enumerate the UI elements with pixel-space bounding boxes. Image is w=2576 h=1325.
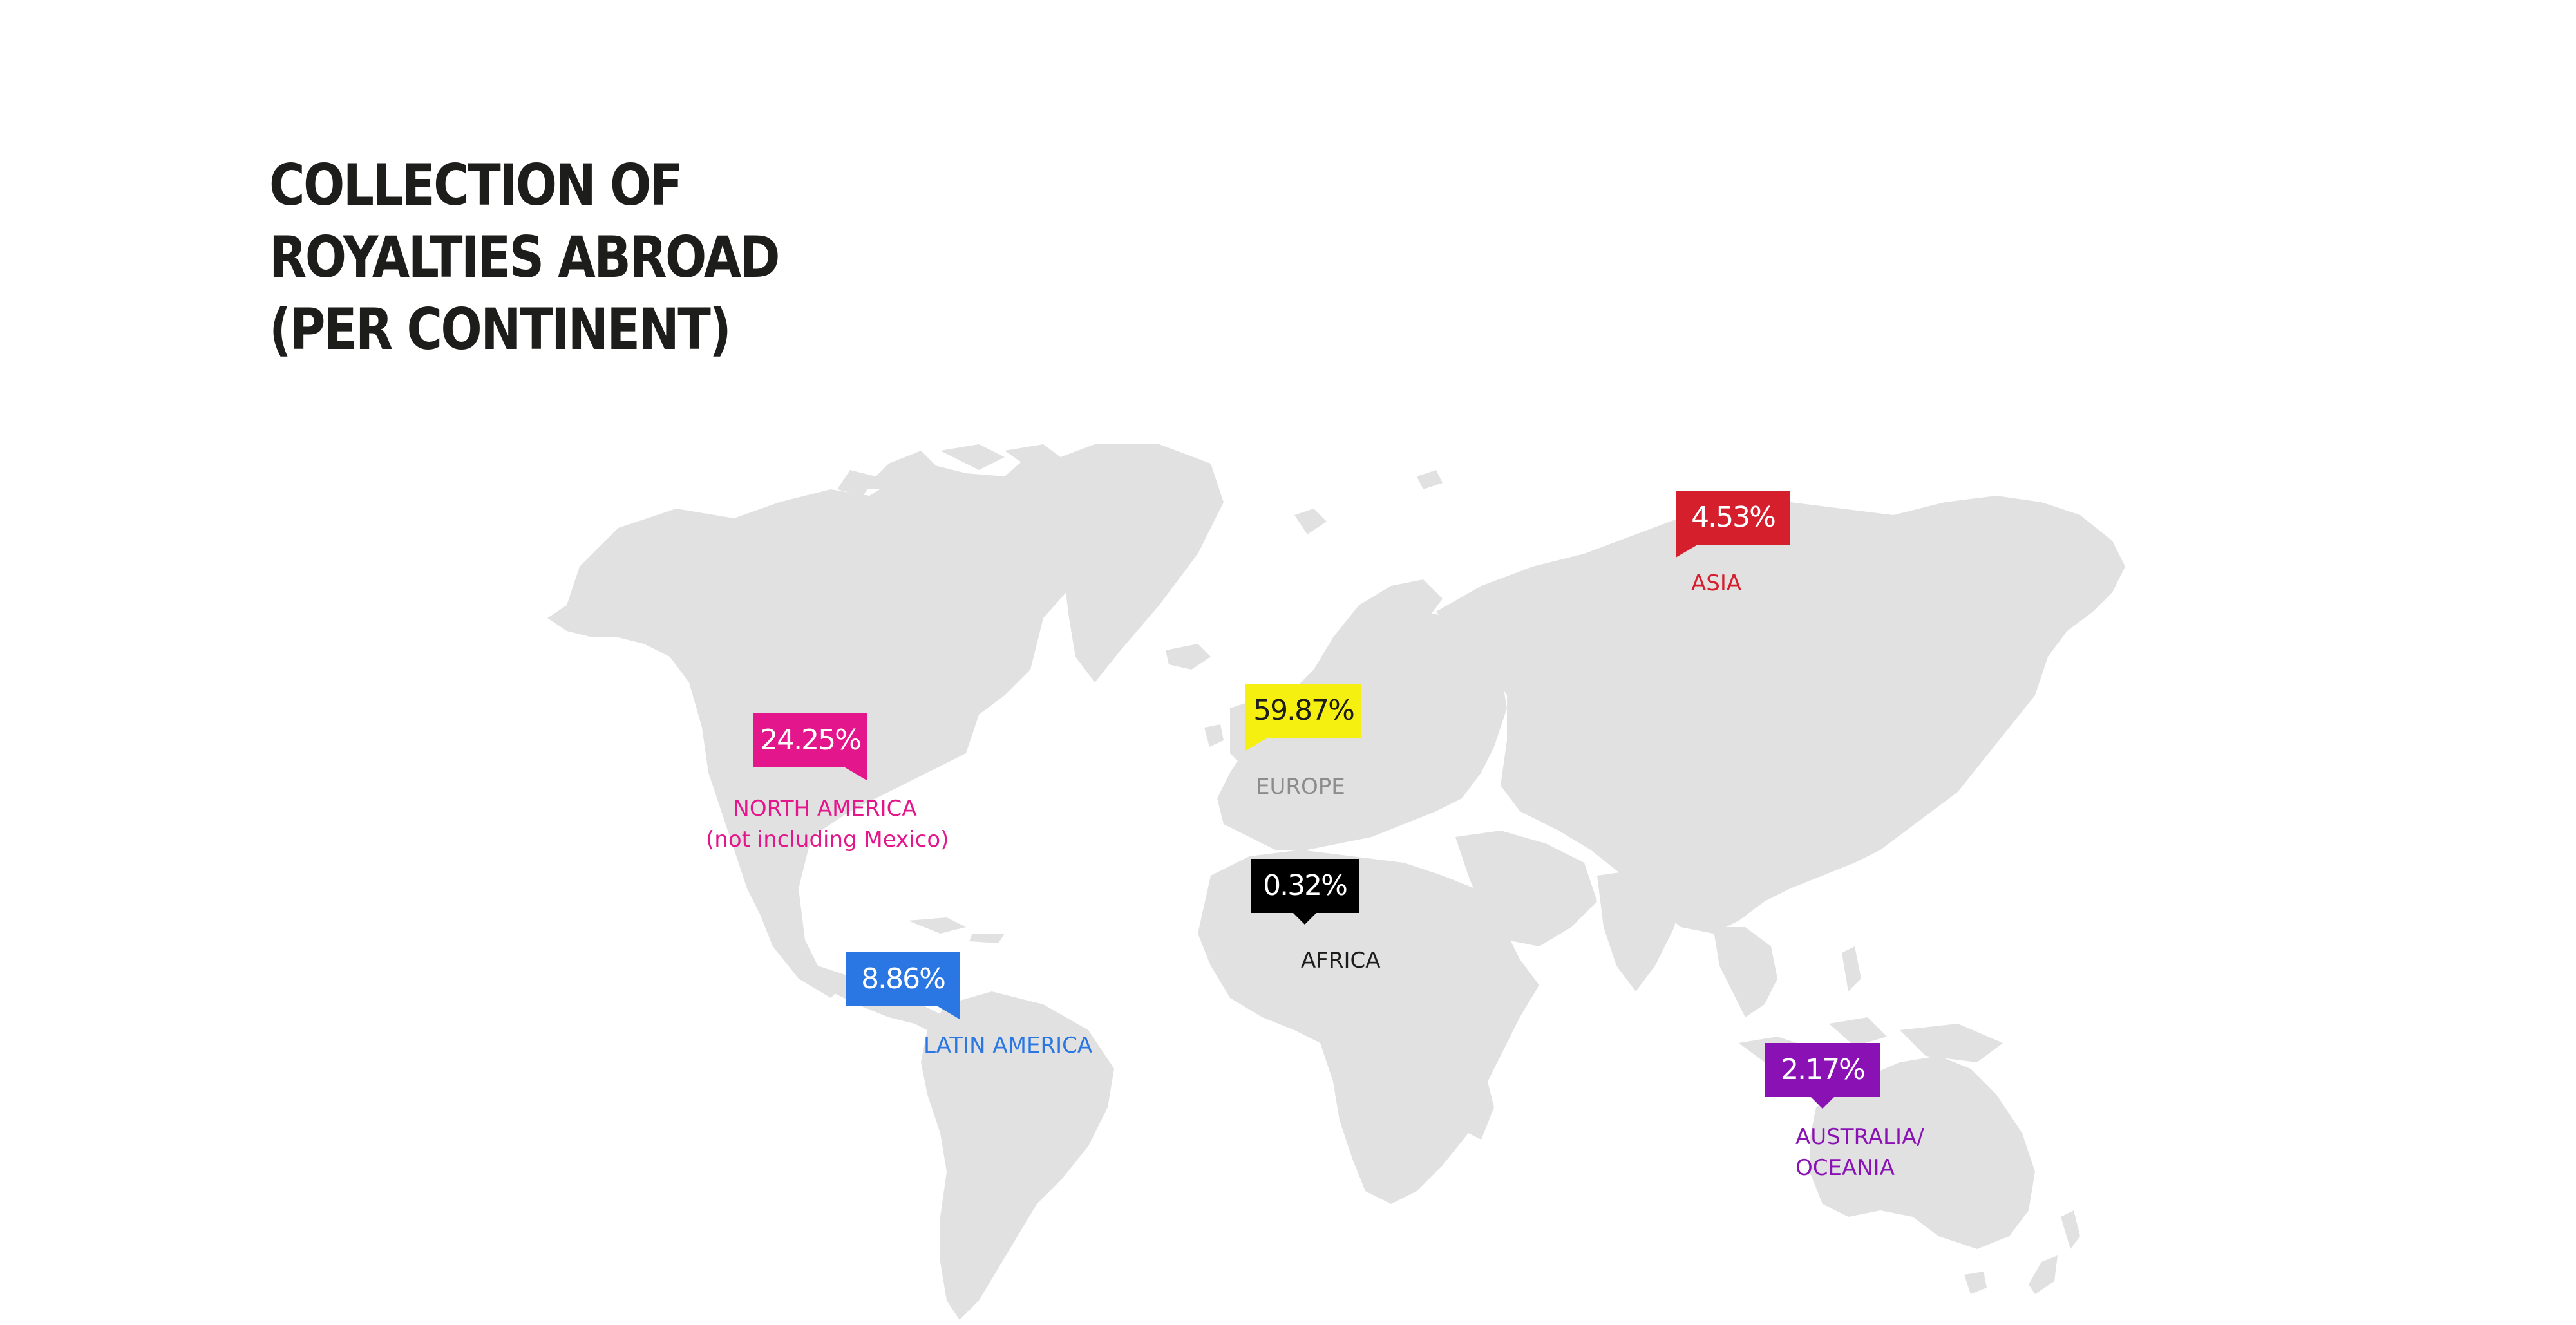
north-america-value-badge: 24.25% <box>753 713 867 767</box>
oceania-value: 2.17% <box>1781 1053 1866 1086</box>
north-america-value: 24.25% <box>760 724 862 756</box>
latin-america-label: LATIN AMERICA <box>923 1033 1093 1058</box>
asia-label: ASIA <box>1691 570 1742 596</box>
latin-america-value: 8.86% <box>861 963 946 995</box>
madagascar-landmass <box>1468 1082 1494 1140</box>
japan-islands <box>1887 728 1926 824</box>
asia-badge-pointer <box>1676 545 1698 558</box>
europe-value-badge: 59.87% <box>1245 684 1361 738</box>
north-america-label-line-2: (not including Mexico) <box>706 827 949 852</box>
europe-value: 59.87% <box>1253 694 1355 727</box>
title-line-2: ROYALTIES ABROAD <box>269 224 781 290</box>
tasmania-island <box>1964 1272 1987 1294</box>
north-america-label: NORTH AMERICA (not including Mexico) <box>706 793 949 855</box>
kamchatka-peninsula <box>1990 579 2022 663</box>
latin-america-badge-pointer <box>938 1006 960 1019</box>
europe-landmass <box>1217 612 1507 850</box>
africa-badge-pointer <box>1293 913 1316 925</box>
africa-value-badge: 0.32% <box>1251 859 1359 913</box>
page-title: COLLECTION OF ROYALTIES ABROAD (PER CONT… <box>269 149 781 366</box>
south-america-landmass <box>921 991 1114 1320</box>
svalbard-islands <box>1294 470 1443 534</box>
caribbean-islands <box>908 917 1005 943</box>
north-america-badge-pointer <box>845 767 867 780</box>
india-landmass <box>1597 869 1681 991</box>
southeast-asia-landmass <box>1713 927 1777 1017</box>
title-line-3: (PER CONTINENT) <box>269 296 732 362</box>
title-line-1: COLLECTION OF <box>269 152 683 218</box>
africa-label: AFRICA <box>1301 948 1381 973</box>
new-zealand-islands <box>2029 1210 2080 1294</box>
europe-badge-pointer <box>1245 738 1267 751</box>
asia-value-badge: 4.53% <box>1676 491 1790 545</box>
arctic-islands <box>837 444 1069 496</box>
middle-east-landmass <box>1455 831 1597 946</box>
asia-landmass <box>1436 496 2125 934</box>
africa-value: 0.32% <box>1263 869 1348 902</box>
asia-value: 4.53% <box>1691 501 1776 534</box>
oceania-label: AUSTRALIA/ OCEANIA <box>1795 1122 1924 1183</box>
scandinavia-landmass <box>1314 579 1443 695</box>
north-america-label-line-1: NORTH AMERICA <box>733 796 917 822</box>
oceania-value-badge: 2.17% <box>1765 1043 1880 1097</box>
oceania-label-line-1: AUSTRALIA/ <box>1795 1124 1924 1150</box>
oceania-label-line-2: OCEANIA <box>1795 1155 1895 1181</box>
latin-america-value-badge: 8.86% <box>846 952 960 1006</box>
oceania-badge-pointer <box>1811 1097 1834 1109</box>
greenland-landmass <box>1043 444 1224 682</box>
africa-landmass <box>1198 850 1539 1204</box>
iceland-landmass <box>1166 644 1211 670</box>
australia-landmass <box>1810 1056 2035 1249</box>
indonesia-islands <box>1739 946 2003 1062</box>
europe-label: EUROPE <box>1256 774 1345 800</box>
